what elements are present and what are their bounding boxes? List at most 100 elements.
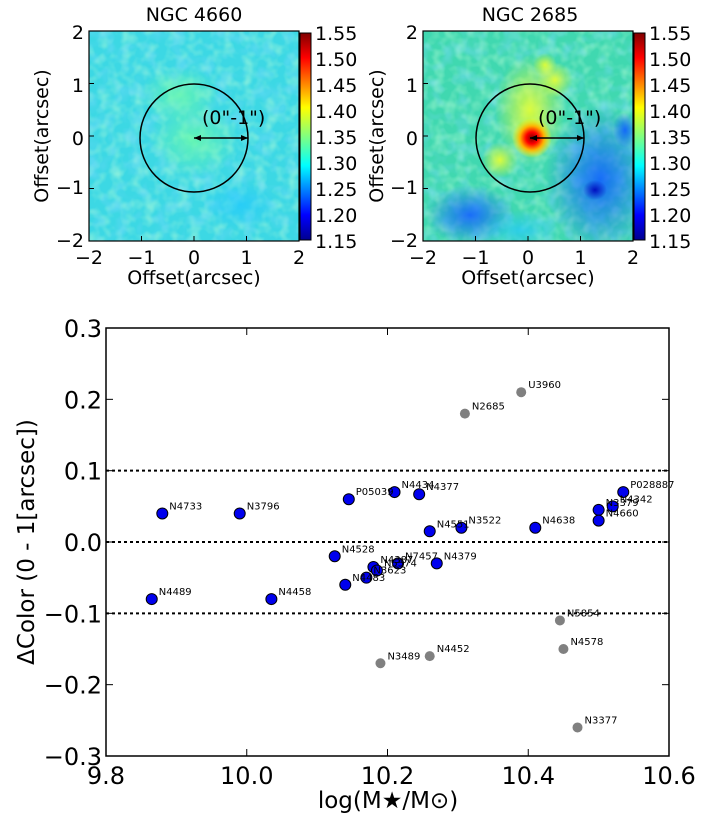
svg-text:1.30: 1.30 xyxy=(315,153,357,175)
data-point xyxy=(572,722,583,733)
data-point xyxy=(459,408,470,419)
svg-text:−2: −2 xyxy=(390,230,418,252)
aperture-label: (0"-1") xyxy=(538,107,601,129)
data-point xyxy=(592,503,605,516)
y-tick-label: 0.3 xyxy=(64,315,102,343)
reference-lines xyxy=(106,469,669,615)
svg-text:1.45: 1.45 xyxy=(315,75,357,97)
data-point xyxy=(392,557,405,570)
point-label: N4379 xyxy=(444,551,477,562)
svg-text:−2: −2 xyxy=(409,247,437,269)
y-tick-label: 0.1 xyxy=(64,458,102,486)
x-tick-label: 10.0 xyxy=(220,762,273,790)
y-tick-label: −0.3 xyxy=(44,743,102,771)
data-point xyxy=(617,486,630,499)
y-axis-label: Offset(arcsec) xyxy=(366,69,388,202)
data-point xyxy=(423,525,436,538)
data-point xyxy=(592,514,605,527)
svg-text:1.50: 1.50 xyxy=(649,49,691,71)
data-point xyxy=(529,521,542,534)
x-tick-label: 9.8 xyxy=(87,762,125,790)
y-tick-label: 0.0 xyxy=(64,529,102,557)
point-label: N3522 xyxy=(468,516,501,527)
svg-text:1.35: 1.35 xyxy=(315,127,357,149)
data-point xyxy=(370,564,383,577)
data-points xyxy=(145,387,630,733)
svg-text:1.55: 1.55 xyxy=(649,23,691,45)
y-axis-label: ΔColor (0 - 1[arcsec]) xyxy=(14,419,40,665)
svg-text:1.25: 1.25 xyxy=(315,179,357,201)
svg-text:1.45: 1.45 xyxy=(649,75,691,97)
x-axis-label: log(M★/M⊙) xyxy=(318,788,458,814)
data-point xyxy=(430,557,443,570)
point-label: N3377 xyxy=(585,715,618,726)
y-ticks: −2 −1 0 1 2 xyxy=(390,22,418,252)
x-tick-label: 10.4 xyxy=(502,762,555,790)
y-ticks: −2 −1 0 1 2 xyxy=(56,22,84,252)
data-point xyxy=(156,507,169,520)
svg-text:1.15: 1.15 xyxy=(315,231,357,253)
data-point xyxy=(424,651,435,662)
panel-ngc2685: NGC 2685 (0"-1") −2 −1 0 1 xyxy=(366,4,691,289)
x-ticks: −2 −1 0 1 2 xyxy=(409,247,639,269)
panel-title: NGC 2685 xyxy=(482,4,579,26)
x-ticks: 9.8 10.0 10.2 10.4 10.6 xyxy=(87,328,696,790)
data-point xyxy=(516,387,527,398)
scatter-plot: 9.8 10.0 10.2 10.4 10.6 0.3 0.2 0.1 0.0 −0.1 −0.2… xyxy=(14,315,696,814)
svg-text:1.35: 1.35 xyxy=(649,127,691,149)
point-label: N4638 xyxy=(542,516,575,527)
data-point xyxy=(328,550,341,563)
point-label: N5574 xyxy=(384,559,417,570)
point-label: N4434 xyxy=(402,480,435,491)
data-point xyxy=(339,578,352,591)
svg-text:−1: −1 xyxy=(127,247,155,269)
point-label: N4452 xyxy=(437,644,470,655)
data-point xyxy=(375,658,386,669)
y-axis-label: Offset(arcsec) xyxy=(31,69,53,202)
svg-text:−2: −2 xyxy=(75,247,103,269)
svg-text:1: 1 xyxy=(406,75,418,97)
svg-text:1.30: 1.30 xyxy=(649,153,691,175)
point-label: N7457 xyxy=(405,551,438,562)
svg-text:1.40: 1.40 xyxy=(315,101,357,123)
svg-text:−1: −1 xyxy=(461,247,489,269)
data-point xyxy=(145,593,158,606)
y-tick-label: 0.2 xyxy=(64,386,102,414)
data-point xyxy=(388,486,401,499)
y-tick-label: −0.2 xyxy=(44,672,102,700)
svg-text:0: 0 xyxy=(522,247,534,269)
svg-text:1: 1 xyxy=(240,247,252,269)
svg-text:−1: −1 xyxy=(390,177,418,199)
svg-text:2: 2 xyxy=(293,247,305,269)
aperture-label: (0"-1") xyxy=(202,107,265,129)
colorbar: 1.55 1.50 1.45 1.40 1.35 1.30 1.25 1.20 … xyxy=(633,23,691,253)
point-label: P05039 xyxy=(356,487,394,498)
colorbar: 1.55 1.50 1.45 1.40 1.35 1.30 1.25 1.20 … xyxy=(299,23,357,253)
y-tick-label: −0.1 xyxy=(44,600,102,628)
svg-text:1.25: 1.25 xyxy=(649,179,691,201)
svg-text:0: 0 xyxy=(188,247,200,269)
panel-title: NGC 4660 xyxy=(146,4,243,26)
svg-text:1: 1 xyxy=(574,247,586,269)
data-point xyxy=(455,521,468,534)
x-axis-label: Offset(arcsec) xyxy=(461,267,594,289)
svg-text:1.20: 1.20 xyxy=(315,205,357,227)
y-ticks: 0.3 0.2 0.1 0.0 −0.1 −0.2 −0.3 xyxy=(44,315,669,771)
point-label: P028887 xyxy=(630,480,674,491)
point-label: N4551 xyxy=(437,519,470,530)
point-label: N4733 xyxy=(169,501,202,512)
svg-text:1.15: 1.15 xyxy=(649,231,691,253)
color-map xyxy=(89,31,299,241)
svg-text:−1: −1 xyxy=(56,177,84,199)
point-label: N2685 xyxy=(472,402,505,413)
point-label: N3379 xyxy=(606,498,639,509)
svg-text:2: 2 xyxy=(72,22,84,44)
point-label: N4483 xyxy=(352,573,385,584)
point-label: N3489 xyxy=(387,651,420,662)
x-tick-label: 10.2 xyxy=(361,762,414,790)
svg-text:2: 2 xyxy=(627,247,639,269)
data-point xyxy=(360,571,373,584)
point-label: N4489 xyxy=(159,587,192,598)
